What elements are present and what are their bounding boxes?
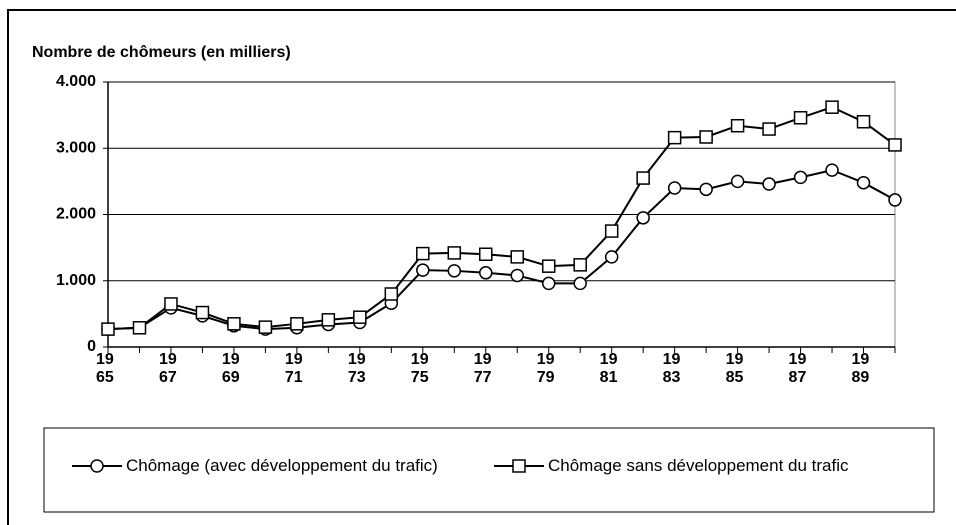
point bbox=[793, 170, 808, 185]
point bbox=[604, 250, 619, 264]
y-tick-label: 1.000 bbox=[56, 272, 96, 289]
point bbox=[290, 317, 304, 331]
point bbox=[510, 250, 524, 264]
x-tick-label: 19 81 bbox=[599, 351, 618, 386]
point bbox=[730, 118, 745, 133]
point bbox=[856, 175, 871, 190]
x-tick-label: 19 69 bbox=[221, 351, 240, 386]
x-tick-label: 19 83 bbox=[662, 351, 681, 386]
point bbox=[888, 193, 902, 207]
legend-label: Chômage sans développement du trafic bbox=[548, 456, 849, 475]
y-tick-label: 2.000 bbox=[56, 206, 96, 223]
point bbox=[416, 246, 430, 261]
point bbox=[762, 177, 776, 191]
point bbox=[825, 163, 839, 177]
point bbox=[195, 305, 210, 320]
x-tick-label: 19 85 bbox=[725, 351, 744, 386]
point bbox=[604, 224, 619, 238]
point bbox=[258, 320, 273, 334]
point bbox=[636, 211, 650, 225]
point bbox=[667, 181, 682, 195]
series-line bbox=[107, 169, 896, 331]
legend-box bbox=[43, 427, 935, 513]
point bbox=[699, 182, 713, 197]
point bbox=[101, 322, 115, 336]
point bbox=[321, 313, 336, 327]
point bbox=[762, 122, 776, 136]
x-tick-label: 19 67 bbox=[158, 351, 177, 386]
y-tick-label: 0 bbox=[87, 338, 96, 355]
point bbox=[479, 266, 493, 280]
point bbox=[667, 130, 682, 145]
y-tick-label: 3.000 bbox=[56, 139, 96, 156]
point bbox=[888, 138, 902, 152]
point bbox=[856, 115, 871, 129]
point bbox=[353, 310, 367, 324]
x-tick-label: 19 89 bbox=[851, 351, 870, 386]
chart-title: Nombre de chômeurs (en milliers) bbox=[32, 44, 291, 61]
point bbox=[793, 111, 808, 125]
legend-label: Chômage (avec développement du trafic) bbox=[126, 456, 438, 475]
point bbox=[730, 174, 745, 189]
point bbox=[132, 321, 147, 335]
point bbox=[227, 317, 241, 331]
point bbox=[541, 259, 556, 273]
point bbox=[164, 297, 178, 311]
x-tick-label: 19 87 bbox=[788, 351, 807, 386]
point bbox=[479, 247, 493, 261]
y-tick-label: 4.000 bbox=[56, 73, 96, 90]
point bbox=[825, 100, 839, 114]
legend-marker bbox=[90, 459, 104, 473]
point bbox=[384, 287, 399, 301]
x-tick-label: 19 77 bbox=[473, 351, 492, 386]
point bbox=[541, 276, 556, 291]
series-line bbox=[107, 106, 896, 331]
x-tick-label: 19 79 bbox=[536, 351, 555, 386]
x-tick-label: 19 75 bbox=[410, 351, 429, 386]
point bbox=[510, 268, 524, 283]
point bbox=[416, 263, 430, 277]
x-tick-label: 19 73 bbox=[347, 351, 366, 386]
x-tick-label: 19 71 bbox=[284, 351, 303, 386]
x-tick-label: 19 65 bbox=[96, 351, 114, 386]
legend-marker bbox=[512, 459, 526, 473]
frame bbox=[7, 9, 956, 525]
point bbox=[636, 171, 650, 185]
point bbox=[699, 130, 713, 144]
point bbox=[573, 276, 587, 291]
point bbox=[573, 258, 587, 272]
point bbox=[447, 264, 462, 278]
point bbox=[447, 246, 462, 260]
